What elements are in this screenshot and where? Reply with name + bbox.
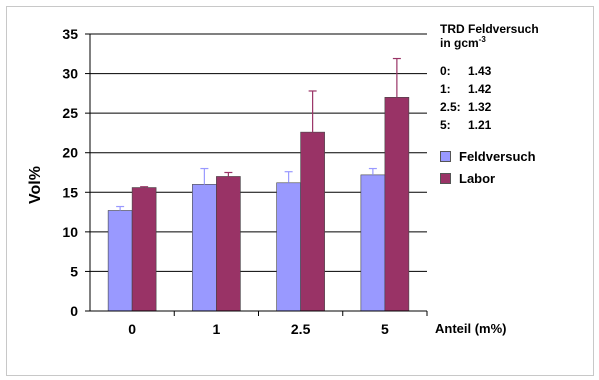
y-tick-label: 15 [62,184,78,200]
annotation-row-key: 2.5: [440,100,461,114]
annotation-row: 5: 1.21 [440,118,491,132]
annotation-row-value: 1.21 [468,118,492,132]
annotation-unit-prefix: in gcm [440,36,479,50]
bar-labor-0 [131,187,157,312]
legend-item-labor: Labor [440,170,495,186]
bar-feldversuch-1 [192,184,217,312]
y-axis-label: Vol% [27,166,44,204]
annotation-unit-exponent: -3 [478,35,486,44]
x-tick-label: 2.5 [291,321,311,337]
bars [107,97,410,312]
x-tick-labels: 0 1 2.5 5 [128,321,389,337]
y-tick-label: 5 [70,263,78,279]
y-tick-label: 20 [62,145,78,161]
annotation-row: 2.5: 1.32 [440,100,491,114]
annotation-row-value: 1.32 [468,100,492,114]
bar-labor-5 [384,97,410,312]
bar-feldversuch-5 [360,174,386,312]
legend-label: Labor [459,170,496,186]
x-tick-label: 1 [212,321,220,337]
annotation-row-key: 5: [440,118,451,132]
y-tick-label: 25 [62,105,78,121]
bar-labor-2.5 [300,131,325,312]
legend-swatch [440,150,451,162]
y-tick-label: 10 [62,224,78,240]
bar-feldversuch-0 [107,210,133,312]
annotation-title: TRD Feldversuch [440,22,539,36]
annotation-row-value: 1.43 [468,64,492,78]
x-tick-label: 5 [381,321,389,337]
legend-label: Feldversuch [459,148,536,164]
annotation-row-key: 0: [440,64,451,78]
bar-labor-1 [216,176,241,312]
legend-swatch [440,172,451,184]
x-axis-label: Anteil (m%) [435,321,507,336]
x-tick-label: 0 [128,321,136,337]
annotation-row: 0: 1.43 [440,64,491,78]
y-tick-label: 35 [62,26,78,42]
legend-item-feldversuch: Feldversuch [440,148,536,164]
annotation-row-key: 1: [440,82,451,96]
annotation-row-value: 1.42 [468,82,492,96]
axes [85,33,428,316]
y-tick-label: 0 [70,303,78,319]
annotation-row: 1: 1.42 [440,82,491,96]
bar-feldversuch-2.5 [276,182,301,312]
annotation-panel: TRD Feldversuch in gcm-3 0: 1.43 1: 1.42 2… [440,0,595,380]
error-bars [116,57,401,211]
y-tick-labels: 0 5 10 15 20 25 30 35 [62,26,78,319]
y-tick-label: 30 [62,66,78,82]
annotation-unit: in gcm-3 [440,35,486,51]
